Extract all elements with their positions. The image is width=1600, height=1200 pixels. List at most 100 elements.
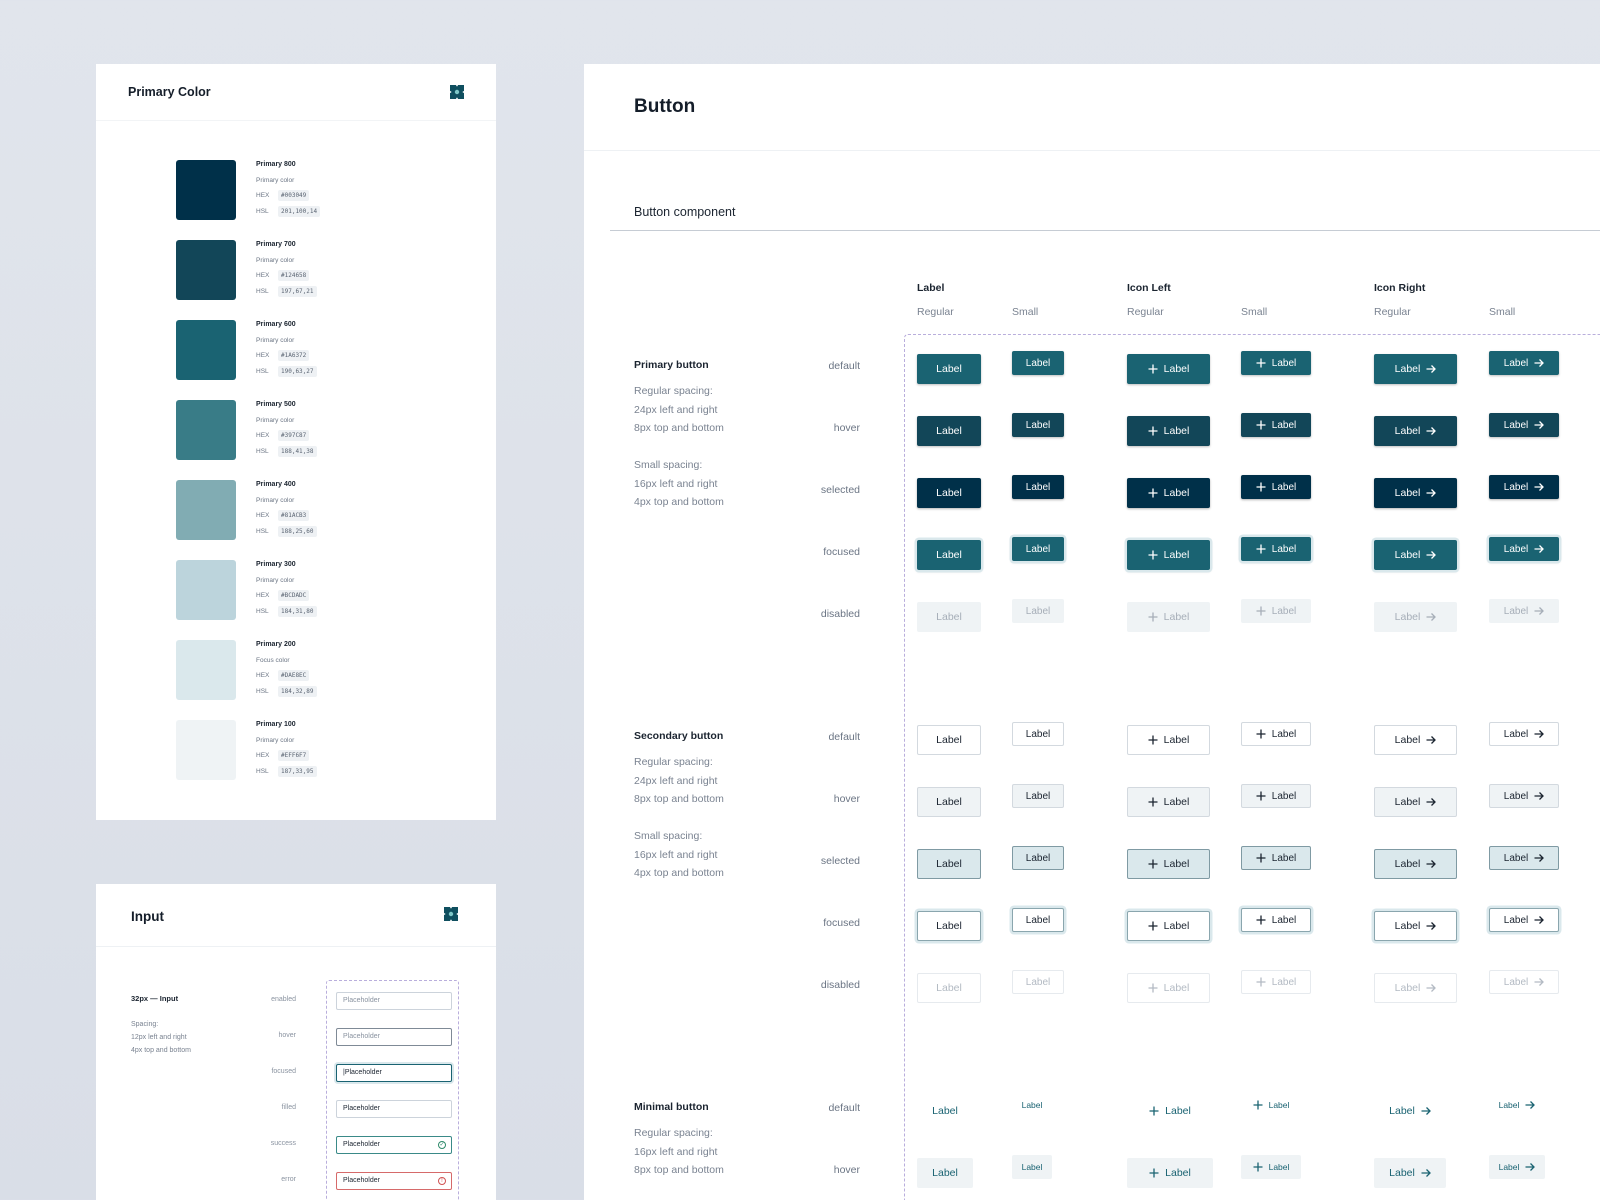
primary-button[interactable]: Label	[1127, 416, 1210, 446]
hsl-value: 197,67,21	[278, 286, 317, 297]
primary-button[interactable]: Label	[917, 416, 981, 446]
spacing-line: 8px top and bottom	[634, 422, 724, 434]
secondary-button[interactable]: Label	[1489, 908, 1559, 932]
button-component-subtitle: Button component	[634, 205, 736, 219]
hex-value: #1A6372	[278, 350, 310, 361]
spacing-line: 4px top and bottom	[634, 496, 724, 508]
minimal-button[interactable]: Label	[917, 1096, 973, 1126]
text-input[interactable]: Placeholder!	[336, 1172, 452, 1190]
section-spacing-desc: Regular spacing: 24px left and right 8px t…	[634, 382, 724, 438]
secondary-button[interactable]: Label	[1127, 725, 1210, 755]
primary-button[interactable]: Label	[1489, 475, 1559, 499]
secondary-button[interactable]: Label	[1012, 908, 1064, 932]
secondary-button[interactable]: Label	[1241, 970, 1311, 994]
text-input[interactable]: Placeholder	[336, 992, 452, 1010]
primary-button[interactable]: Label	[1241, 413, 1311, 437]
minimal-button[interactable]: Label	[1374, 1158, 1446, 1188]
arrow-right-icon	[1421, 1168, 1431, 1179]
minimal-button[interactable]: Label	[1241, 1155, 1301, 1179]
subtitle-divider	[610, 230, 1600, 231]
column-size-label: Small	[1489, 306, 1516, 318]
secondary-button[interactable]: Label	[1012, 722, 1064, 746]
secondary-button[interactable]: Label	[1489, 722, 1559, 746]
secondary-button[interactable]: Label	[1489, 846, 1559, 870]
swatch-name: Primary 800	[256, 161, 296, 168]
section-spacing-desc: Small spacing: 16px left and right 4px top…	[634, 827, 724, 883]
primary-button[interactable]: Label	[1374, 416, 1457, 446]
text-input[interactable]: Placeholder ✓	[336, 1136, 452, 1154]
minimal-button[interactable]: Label	[917, 1158, 973, 1188]
secondary-button[interactable]: Label	[1241, 846, 1311, 870]
swatch-row: Primary 100 Primary color HEX #EFF6F7 HSL 187…	[176, 720, 416, 780]
hex-value: #DAE8EC	[278, 670, 310, 681]
text-input[interactable]: Placeholder	[336, 1100, 452, 1118]
secondary-button[interactable]: Label	[917, 973, 981, 1003]
secondary-button[interactable]: Label	[917, 725, 981, 755]
minimal-button[interactable]: Label	[1012, 1093, 1052, 1117]
minimal-button[interactable]: Label	[1012, 1155, 1052, 1179]
button-label: Label	[936, 734, 962, 746]
primary-button[interactable]: Label	[1012, 599, 1064, 623]
secondary-button[interactable]: Label	[1127, 911, 1210, 941]
secondary-button[interactable]: Label	[1241, 784, 1311, 808]
primary-button[interactable]: Label	[1489, 351, 1559, 375]
primary-button[interactable]: Label	[917, 478, 981, 508]
primary-button[interactable]: Label	[1374, 478, 1457, 508]
primary-button[interactable]: Label	[1489, 413, 1559, 437]
secondary-button[interactable]: Label	[1489, 784, 1559, 808]
minimal-button[interactable]: Label	[1374, 1096, 1446, 1126]
primary-button[interactable]: Label	[1241, 351, 1311, 375]
primary-button[interactable]: Label	[1489, 537, 1559, 561]
primary-button[interactable]: Label	[917, 540, 981, 570]
primary-button[interactable]: Label	[1012, 537, 1064, 561]
primary-button[interactable]: Label	[1127, 540, 1210, 570]
primary-button[interactable]: Label	[1012, 351, 1064, 375]
primary-button[interactable]: Label	[1374, 354, 1457, 384]
secondary-button[interactable]: Label	[917, 787, 981, 817]
section-title: Secondary button	[634, 730, 724, 742]
secondary-button[interactable]: Label	[1012, 784, 1064, 808]
primary-button[interactable]: Label	[1241, 537, 1311, 561]
primary-button[interactable]: Label	[1012, 475, 1064, 499]
secondary-button[interactable]: Label	[1241, 722, 1311, 746]
secondary-button[interactable]: Label	[1127, 973, 1210, 1003]
secondary-button[interactable]: Label	[1374, 973, 1457, 1003]
arrow-right-icon	[1426, 612, 1437, 623]
secondary-button[interactable]: Label	[1127, 849, 1210, 879]
secondary-button[interactable]: Label	[1127, 787, 1210, 817]
secondary-button[interactable]: Label	[917, 849, 981, 879]
primary-button[interactable]: Label	[1012, 413, 1064, 437]
primary-button[interactable]: Label	[917, 602, 981, 632]
secondary-button[interactable]: Label	[1241, 908, 1311, 932]
text-input[interactable]: Placeholder	[336, 1028, 452, 1046]
input-spacing-desc: Spacing: 12px left and right 4px top and…	[131, 1018, 191, 1057]
secondary-button[interactable]: Label	[1012, 846, 1064, 870]
secondary-button[interactable]: Label	[1374, 911, 1457, 941]
text-input[interactable]: |Placeholder	[336, 1064, 452, 1082]
secondary-button[interactable]: Label	[917, 911, 981, 941]
primary-button[interactable]: Label	[1374, 540, 1457, 570]
secondary-button[interactable]: Label	[1374, 725, 1457, 755]
primary-button[interactable]: Label	[1127, 602, 1210, 632]
minimal-button[interactable]: Label	[1489, 1093, 1545, 1117]
primary-button[interactable]: Label	[1241, 599, 1311, 623]
primary-button[interactable]: Label	[1241, 475, 1311, 499]
plus-icon	[1256, 544, 1266, 555]
primary-button[interactable]: Label	[1489, 599, 1559, 623]
primary-button[interactable]: Label	[1127, 478, 1210, 508]
primary-button[interactable]: Label	[917, 354, 981, 384]
plus-icon	[1256, 420, 1266, 431]
secondary-button[interactable]: Label	[1374, 787, 1457, 817]
minimal-button[interactable]: Label	[1127, 1158, 1213, 1188]
primary-button[interactable]: Label	[1374, 602, 1457, 632]
minimal-button[interactable]: Label	[1127, 1096, 1213, 1126]
secondary-button[interactable]: Label	[1489, 970, 1559, 994]
primary-button[interactable]: Label	[1127, 354, 1210, 384]
minimal-button[interactable]: Label	[1489, 1155, 1545, 1179]
minimal-button[interactable]: Label	[1241, 1093, 1301, 1117]
input-state-label: success	[270, 1140, 296, 1147]
swatch-desc: Primary color	[256, 497, 295, 504]
swatch-name: Primary 700	[256, 241, 296, 248]
secondary-button[interactable]: Label	[1374, 849, 1457, 879]
secondary-button[interactable]: Label	[1012, 970, 1064, 994]
